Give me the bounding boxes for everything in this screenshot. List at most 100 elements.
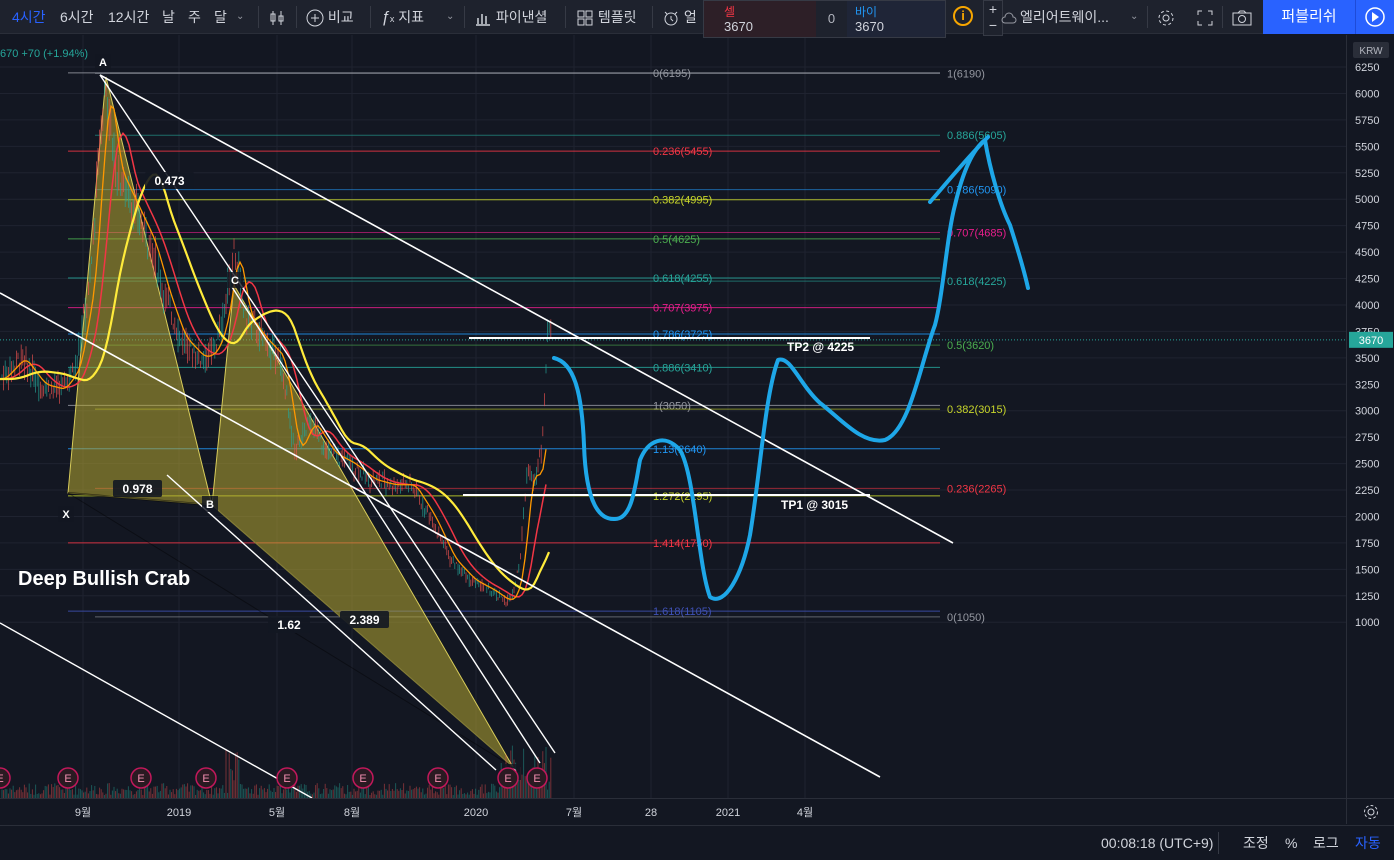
chevron-down-icon[interactable]: ⌄ bbox=[446, 11, 455, 22]
price-tick: 4500 bbox=[1355, 247, 1379, 259]
cloud-icon bbox=[1000, 0, 1018, 34]
earnings-marker[interactable] bbox=[0, 767, 11, 789]
price-axis[interactable]: KRW 6250 6000 5750 5500 5250 5000 4750 4500 4250 4… bbox=[1346, 35, 1394, 798]
earnings-marker[interactable] bbox=[352, 767, 374, 789]
pattern-ratio-label-box bbox=[268, 616, 310, 633]
interval-day[interactable]: 날 bbox=[162, 9, 175, 25]
point-label-x: X bbox=[62, 509, 70, 521]
buy-button[interactable]: 바이 3670 bbox=[847, 1, 945, 37]
clock-time[interactable]: 00:08:18 (UTC+9) bbox=[1101, 835, 1214, 851]
price-tick: 3000 bbox=[1355, 406, 1379, 418]
fib-right-label: 0.886(5605) bbox=[947, 130, 1006, 142]
sell-price: 3670 bbox=[724, 19, 753, 34]
percent-toggle[interactable]: % bbox=[1285, 835, 1298, 851]
fib-level-label: 0.382(4995) bbox=[653, 195, 712, 207]
buy-price: 3670 bbox=[855, 19, 884, 34]
earnings-marker-label: E bbox=[64, 773, 71, 785]
interval-12h[interactable]: 12시간 bbox=[108, 9, 150, 25]
templates-button[interactable]: 템플릿 bbox=[576, 0, 637, 34]
price-tick: 5000 bbox=[1355, 194, 1379, 206]
earnings-marker[interactable] bbox=[195, 767, 217, 789]
trend-line-lower-2 bbox=[0, 622, 313, 798]
ma-yellow-line bbox=[0, 173, 551, 591]
interval-4h[interactable]: 4시간 bbox=[12, 9, 46, 25]
fib-right-label: 0(1050) bbox=[947, 612, 985, 624]
info-icon[interactable]: i bbox=[953, 6, 973, 26]
fib-right-label: 1(6190) bbox=[947, 68, 985, 80]
price-tick: 3500 bbox=[1355, 353, 1379, 365]
time-tick: 8월 bbox=[344, 806, 360, 819]
fib-level-label: 0.236(5455) bbox=[653, 146, 712, 158]
time-tick: 9월 bbox=[75, 806, 91, 819]
earnings-marker[interactable] bbox=[497, 767, 519, 789]
earnings-marker-label: E bbox=[434, 773, 441, 785]
price-tick: 6250 bbox=[1355, 62, 1379, 74]
fib-level-label: 1(3050) bbox=[653, 400, 691, 412]
time-tick: 2019 bbox=[167, 807, 191, 819]
sell-button[interactable]: 셀 3670 bbox=[704, 1, 816, 37]
publish-button[interactable]: 퍼블리쉬 bbox=[1263, 0, 1355, 34]
pattern-ratio-label-box bbox=[340, 611, 389, 628]
play-icon[interactable] bbox=[1355, 0, 1394, 34]
trend-line-mid bbox=[0, 292, 881, 778]
compare-button[interactable]: 비교 bbox=[306, 0, 354, 34]
time-axis[interactable]: 9월 2019 5월 8월 2020 7월 28 2021 4월 bbox=[0, 798, 1346, 824]
compare-label: 비교 bbox=[327, 9, 354, 25]
earnings-marker[interactable] bbox=[130, 767, 152, 789]
trend-line-cd bbox=[231, 286, 541, 764]
settings-gear-icon[interactable] bbox=[1156, 0, 1176, 34]
forecast-path-peak bbox=[928, 135, 990, 204]
auto-toggle[interactable]: 자동 bbox=[1355, 835, 1381, 851]
fib-level-label: 1.414(1750) bbox=[653, 538, 712, 550]
earnings-marker[interactable] bbox=[276, 767, 298, 789]
fib-right-label: 0.236(2265) bbox=[947, 483, 1006, 495]
chevron-down-icon[interactable]: ⌄ bbox=[236, 11, 245, 22]
fib-level-label: 0.786(3725) bbox=[653, 329, 712, 341]
axis-settings-gear-icon[interactable] bbox=[1346, 798, 1394, 824]
price-tick: 1250 bbox=[1355, 591, 1379, 603]
current-price-label: 3670 bbox=[1359, 335, 1383, 347]
price-tick: 2500 bbox=[1355, 459, 1379, 471]
earnings-marker[interactable] bbox=[526, 767, 548, 789]
earnings-marker-label: E bbox=[0, 773, 4, 785]
camera-icon[interactable] bbox=[1232, 0, 1252, 34]
alert-label: 얼 bbox=[683, 9, 697, 25]
quantity-stepper[interactable]: + − bbox=[983, 0, 1003, 36]
earnings-marker[interactable] bbox=[57, 767, 79, 789]
fib-right-label: 0.5(3620) bbox=[947, 340, 994, 352]
point-label-box bbox=[95, 54, 111, 70]
time-tick: 7월 bbox=[566, 806, 582, 819]
trend-lines bbox=[0, 74, 954, 798]
time-tick: 28 bbox=[645, 807, 657, 819]
alert-button[interactable]: 얼 bbox=[662, 0, 697, 34]
buy-label: 바이 bbox=[855, 5, 878, 19]
earnings-marker[interactable] bbox=[427, 767, 449, 789]
price-tick: 4750 bbox=[1355, 221, 1379, 233]
price-chart[interactable]: 0(6195)0.236(5455)0.382(4995)0.5(4625)0.… bbox=[0, 35, 1346, 798]
financials-button[interactable]: 파이낸셜 bbox=[474, 0, 547, 34]
pattern-bcd-triangle bbox=[211, 283, 514, 768]
indicators-label: 지표 bbox=[398, 9, 425, 25]
price-tick: 6000 bbox=[1355, 88, 1379, 100]
earnings-marker-label: E bbox=[533, 773, 540, 785]
interval-week[interactable]: 주 bbox=[188, 9, 201, 25]
price-tick: 5250 bbox=[1355, 168, 1379, 180]
harmonic-pattern bbox=[67, 76, 514, 768]
indicators-button[interactable]: ƒx 지표 bbox=[381, 0, 424, 34]
layout-name[interactable]: 엘리어트웨이... bbox=[1020, 9, 1109, 25]
earnings-marker-label: E bbox=[504, 773, 511, 785]
log-toggle[interactable]: 로그 bbox=[1313, 835, 1339, 851]
templates-icon bbox=[577, 10, 593, 26]
candlestick-icon[interactable] bbox=[268, 0, 286, 34]
fullscreen-icon[interactable] bbox=[1196, 0, 1214, 34]
chevron-down-icon[interactable]: ⌄ bbox=[1130, 11, 1139, 22]
fib-right-label: 0.786(5090) bbox=[947, 185, 1006, 197]
interval-month[interactable]: 달 bbox=[214, 9, 227, 25]
adjust-toggle[interactable]: 조정 bbox=[1243, 835, 1269, 851]
function-icon: ƒ bbox=[381, 9, 390, 27]
sell-buy-panel: 셀 3670 0 바이 3670 bbox=[703, 0, 946, 38]
interval-6h[interactable]: 6시간 bbox=[60, 9, 94, 25]
current-price-badge bbox=[1349, 331, 1393, 348]
point-label-box bbox=[58, 506, 74, 522]
alarm-clock-icon bbox=[664, 11, 678, 26]
